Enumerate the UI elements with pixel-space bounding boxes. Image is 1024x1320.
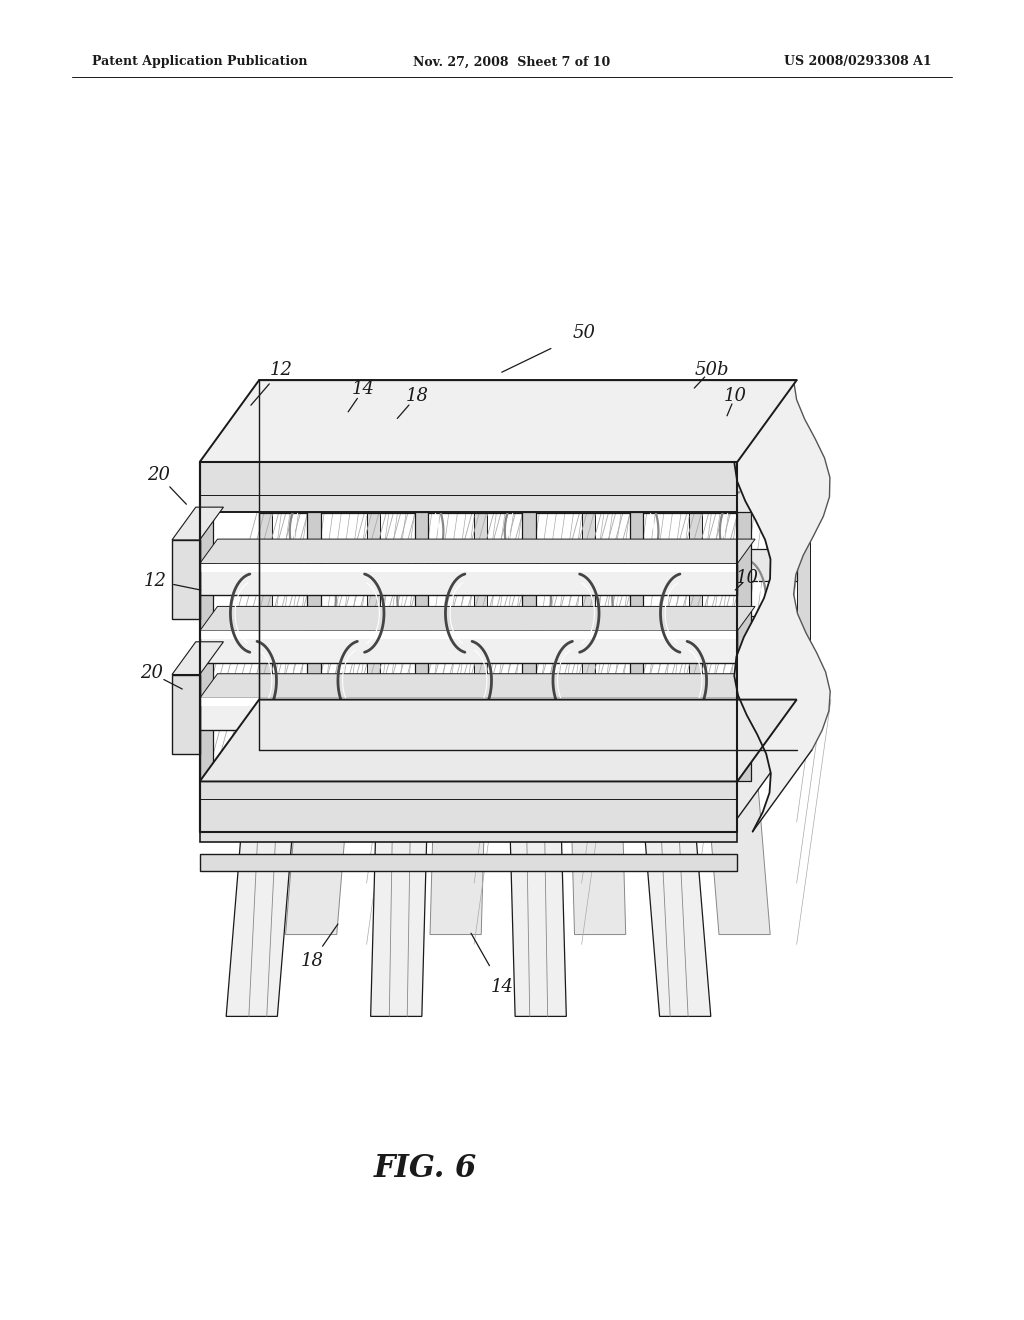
Text: 10: 10	[736, 569, 759, 587]
Text: 20: 20	[140, 664, 163, 682]
Polygon shape	[582, 430, 595, 700]
Polygon shape	[259, 620, 797, 644]
Text: FIG. 6: FIG. 6	[374, 1152, 476, 1184]
Polygon shape	[569, 750, 626, 935]
Polygon shape	[200, 564, 737, 572]
Text: 18: 18	[406, 387, 428, 405]
Polygon shape	[510, 832, 566, 1016]
Polygon shape	[172, 642, 223, 675]
Polygon shape	[172, 540, 200, 619]
Polygon shape	[200, 700, 797, 781]
Polygon shape	[689, 430, 702, 700]
Polygon shape	[172, 675, 200, 754]
Text: 50: 50	[572, 323, 595, 342]
Polygon shape	[522, 512, 536, 781]
Polygon shape	[226, 832, 293, 1016]
Polygon shape	[430, 750, 486, 935]
Polygon shape	[474, 430, 487, 700]
Polygon shape	[200, 698, 737, 706]
Text: 20: 20	[147, 466, 170, 484]
Text: 12: 12	[144, 572, 167, 590]
Polygon shape	[259, 616, 797, 648]
Text: Patent Application Publication: Patent Application Publication	[92, 55, 307, 69]
Polygon shape	[200, 512, 213, 781]
Polygon shape	[200, 698, 737, 730]
Polygon shape	[415, 512, 428, 781]
Polygon shape	[200, 737, 797, 818]
Text: 14: 14	[352, 380, 375, 399]
Polygon shape	[200, 818, 737, 842]
Text: 18: 18	[301, 952, 324, 970]
Polygon shape	[259, 430, 272, 700]
Polygon shape	[200, 564, 737, 595]
Polygon shape	[200, 854, 737, 871]
Polygon shape	[200, 539, 755, 564]
Polygon shape	[200, 606, 755, 631]
Polygon shape	[307, 512, 321, 781]
Polygon shape	[200, 462, 737, 512]
Polygon shape	[172, 507, 223, 540]
Polygon shape	[259, 482, 797, 513]
Polygon shape	[200, 673, 755, 698]
Polygon shape	[259, 486, 797, 510]
Text: 50b: 50b	[694, 360, 729, 379]
Polygon shape	[737, 512, 751, 781]
Polygon shape	[259, 549, 797, 581]
Text: Nov. 27, 2008  Sheet 7 of 10: Nov. 27, 2008 Sheet 7 of 10	[414, 55, 610, 69]
Polygon shape	[630, 512, 643, 781]
Text: 10: 10	[724, 387, 746, 405]
Text: 14: 14	[490, 978, 513, 997]
Polygon shape	[200, 380, 797, 462]
Polygon shape	[703, 750, 770, 935]
Polygon shape	[371, 832, 427, 1016]
Text: 12: 12	[270, 360, 293, 379]
Text: US 2008/0293308 A1: US 2008/0293308 A1	[784, 55, 932, 69]
Polygon shape	[644, 832, 711, 1016]
Polygon shape	[734, 380, 830, 832]
Polygon shape	[286, 750, 352, 935]
Polygon shape	[200, 631, 737, 639]
Polygon shape	[797, 430, 810, 700]
Polygon shape	[200, 631, 737, 663]
Polygon shape	[200, 781, 737, 832]
Polygon shape	[367, 430, 380, 700]
